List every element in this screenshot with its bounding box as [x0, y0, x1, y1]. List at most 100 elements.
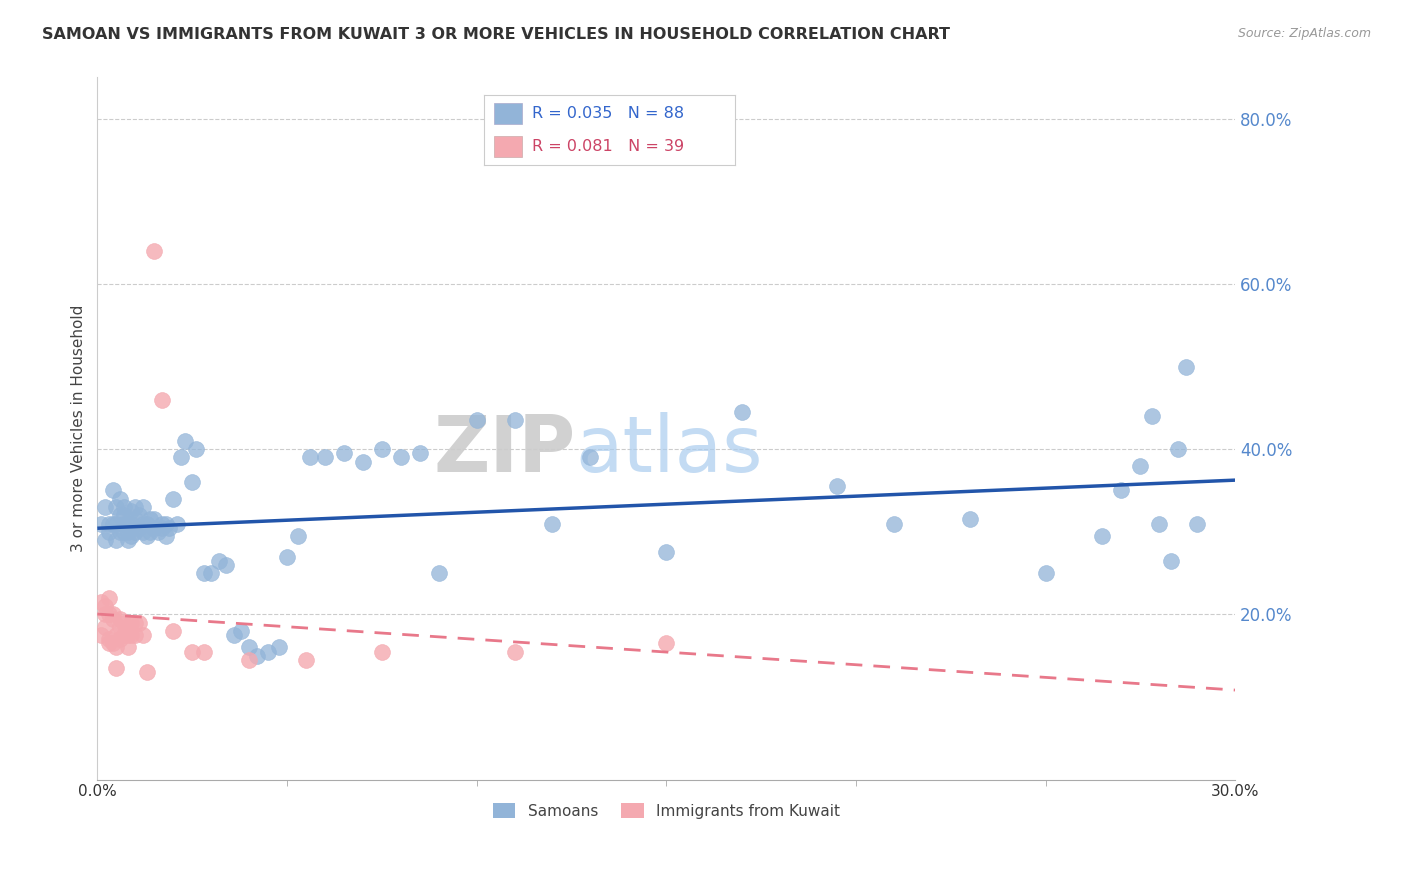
Point: [105, 500, 128, 514]
Point: [231, 624, 253, 638]
Point: [246, 648, 269, 663]
Point: [121, 504, 143, 518]
Point: [121, 516, 143, 531]
Point: [1174, 359, 1197, 374]
Point: [352, 454, 374, 468]
Point: [112, 508, 135, 523]
Point: [181, 475, 204, 490]
Point: [105, 533, 128, 547]
Point: [112, 628, 135, 642]
Point: [101, 636, 124, 650]
Point: [128, 615, 150, 630]
Point: [427, 566, 450, 580]
Point: [157, 521, 180, 535]
Point: [90, 516, 112, 531]
Point: [108, 611, 131, 625]
Point: [135, 516, 157, 531]
Text: ZIP: ZIP: [433, 411, 575, 488]
Point: [503, 644, 526, 658]
Point: [121, 628, 143, 642]
Point: [825, 479, 848, 493]
Point: [389, 450, 412, 465]
Point: [101, 483, 124, 498]
Point: [1160, 554, 1182, 568]
Point: [90, 628, 112, 642]
Point: [1167, 442, 1189, 457]
Point: [101, 611, 124, 625]
Point: [1091, 529, 1114, 543]
Point: [257, 644, 280, 658]
Point: [124, 500, 146, 514]
Point: [1140, 409, 1163, 424]
Point: [143, 244, 166, 258]
Point: [117, 524, 139, 539]
Point: [97, 636, 120, 650]
Point: [135, 529, 157, 543]
Point: [193, 644, 215, 658]
Point: [173, 434, 195, 448]
Point: [150, 516, 173, 531]
Y-axis label: 3 or more Vehicles in Household: 3 or more Vehicles in Household: [72, 305, 86, 552]
Point: [295, 653, 318, 667]
Point: [200, 566, 222, 580]
Point: [132, 516, 155, 531]
Point: [105, 640, 128, 655]
Point: [112, 516, 135, 531]
Point: [101, 607, 124, 622]
Point: [117, 516, 139, 531]
Point: [112, 500, 135, 514]
Point: [238, 653, 260, 667]
Point: [108, 632, 131, 647]
Point: [132, 524, 155, 539]
Text: atlas: atlas: [575, 411, 763, 488]
Point: [655, 545, 678, 559]
Point: [1111, 483, 1133, 498]
Point: [108, 508, 131, 523]
Point: [121, 615, 143, 630]
Point: [112, 615, 135, 630]
Point: [409, 446, 432, 460]
Point: [94, 599, 117, 614]
Point: [143, 512, 166, 526]
Point: [1149, 516, 1171, 531]
Point: [101, 516, 124, 531]
Point: [193, 566, 215, 580]
Text: SAMOAN VS IMMIGRANTS FROM KUWAIT 3 OR MORE VEHICLES IN HOUSEHOLD CORRELATION CHA: SAMOAN VS IMMIGRANTS FROM KUWAIT 3 OR MO…: [42, 27, 950, 42]
Point: [143, 521, 166, 535]
Point: [731, 405, 754, 419]
Point: [170, 450, 193, 465]
Point: [132, 628, 155, 642]
Point: [139, 524, 162, 539]
Point: [166, 516, 188, 531]
Point: [333, 446, 356, 460]
Point: [117, 533, 139, 547]
Point: [208, 554, 231, 568]
Point: [162, 624, 184, 638]
Point: [132, 500, 155, 514]
Point: [124, 615, 146, 630]
Point: [90, 595, 112, 609]
Point: [287, 529, 309, 543]
Point: [269, 640, 291, 655]
Point: [97, 591, 120, 605]
Point: [238, 640, 260, 655]
Point: [371, 644, 394, 658]
Point: [108, 620, 131, 634]
Point: [579, 450, 602, 465]
Point: [94, 607, 117, 622]
Point: [150, 521, 173, 535]
Point: [150, 392, 173, 407]
Point: [139, 512, 162, 526]
Point: [108, 524, 131, 539]
Point: [97, 516, 120, 531]
Point: [298, 450, 321, 465]
Point: [276, 549, 298, 564]
Point: [94, 533, 117, 547]
Point: [655, 636, 678, 650]
Point: [97, 524, 120, 539]
Point: [222, 628, 245, 642]
Point: [181, 644, 204, 658]
Text: Source: ZipAtlas.com: Source: ZipAtlas.com: [1237, 27, 1371, 40]
Point: [184, 442, 207, 457]
Point: [1129, 458, 1152, 473]
